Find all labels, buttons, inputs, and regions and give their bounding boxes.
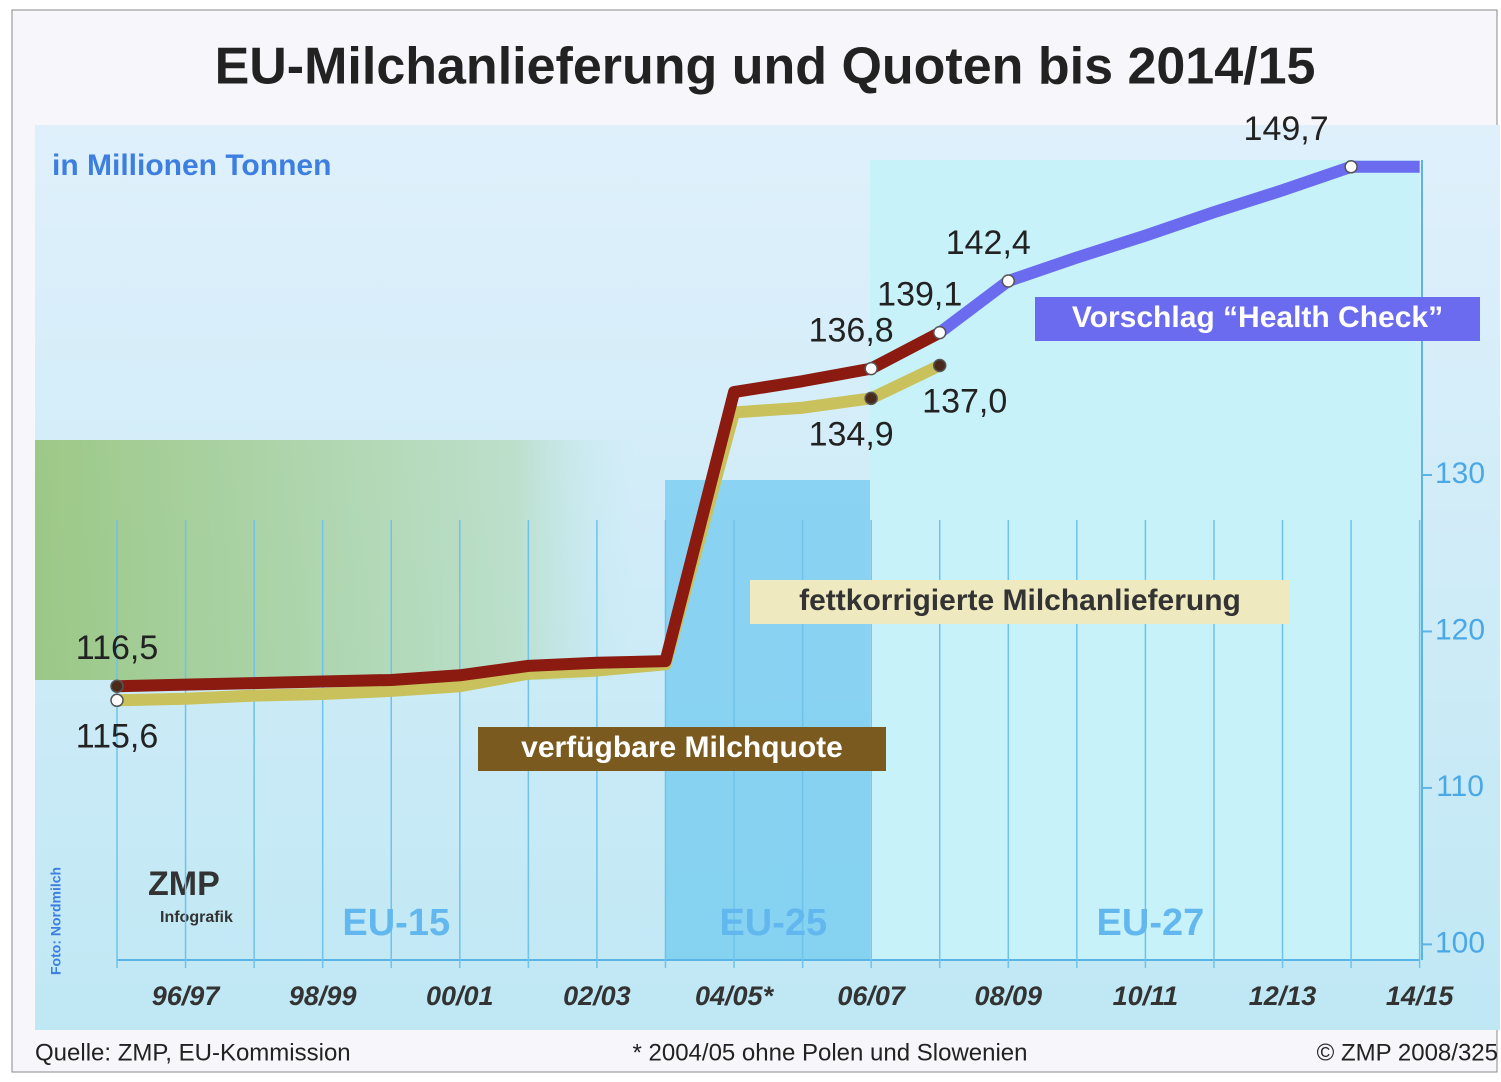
- legend-box: [478, 727, 886, 771]
- era-label: EU-15: [342, 902, 450, 944]
- data-point: [864, 361, 878, 376]
- value-label: 115,6: [76, 717, 159, 755]
- data-point: [864, 391, 878, 406]
- data-point: [110, 679, 124, 693]
- series-line: [116, 360, 943, 707]
- data-point: [110, 693, 124, 708]
- era-label: EU-25: [719, 902, 827, 944]
- source: Quelle: ZMP, EU-Kommission: [35, 1039, 351, 1066]
- value-label: 136,8: [809, 312, 894, 350]
- copyright: © ZMP 2008/325: [1317, 1039, 1498, 1066]
- chart-title: EU-Milchanlieferung und Quoten bis 2014/…: [215, 38, 1316, 96]
- x-tick-label: 14/15: [1386, 981, 1455, 1011]
- data-point: [1344, 160, 1358, 174]
- y-tick-label: 120: [1435, 613, 1485, 646]
- value-label: 134,9: [809, 415, 894, 453]
- y-tick-label: 110: [1436, 770, 1484, 803]
- series-line: [936, 160, 1420, 338]
- x-tick-label: 04/05*: [695, 981, 775, 1011]
- legend-label: Vorschlag “Health Check”: [1072, 301, 1443, 334]
- x-tick-label: 98/99: [289, 981, 357, 1011]
- era-label: EU-27: [1097, 902, 1205, 944]
- legend-box: [750, 580, 1290, 624]
- unit-label: in Millionen Tonnen: [52, 149, 331, 182]
- legend-label: fettkorrigierte Milchanlieferung: [799, 584, 1241, 617]
- legend-box: [1035, 297, 1480, 341]
- legend-label: verfügbare Milchquote: [521, 731, 843, 764]
- data-point: [932, 358, 947, 373]
- value-label: 137,0: [922, 382, 1007, 420]
- value-label: 139,1: [877, 276, 962, 314]
- footnote: * 2004/05 ohne Polen und Slowenien: [633, 1039, 1028, 1066]
- series-line: [116, 327, 943, 693]
- x-tick-label: 02/03: [563, 981, 631, 1011]
- value-label: 116,5: [76, 629, 159, 667]
- photo-credit: Foto: Nordmilch: [48, 867, 64, 975]
- x-tick-label: 10/11: [1113, 981, 1179, 1011]
- x-tick-label: 08/09: [974, 981, 1042, 1011]
- y-tick-label: 100: [1435, 926, 1485, 959]
- x-tick-label: 00/01: [426, 981, 494, 1011]
- logo: Infografik: [160, 909, 233, 926]
- value-label: 142,4: [946, 224, 1031, 262]
- x-tick-label: 12/13: [1249, 981, 1317, 1011]
- x-tick-label: 96/97: [152, 981, 222, 1011]
- logo: ZMP: [148, 865, 220, 903]
- data-point: [1001, 274, 1016, 288]
- x-tick-label: 06/07: [837, 981, 907, 1011]
- photo: [35, 440, 635, 680]
- data-point: [932, 325, 947, 340]
- value-label: 149,7: [1244, 110, 1329, 148]
- y-tick-label: 130: [1435, 457, 1485, 490]
